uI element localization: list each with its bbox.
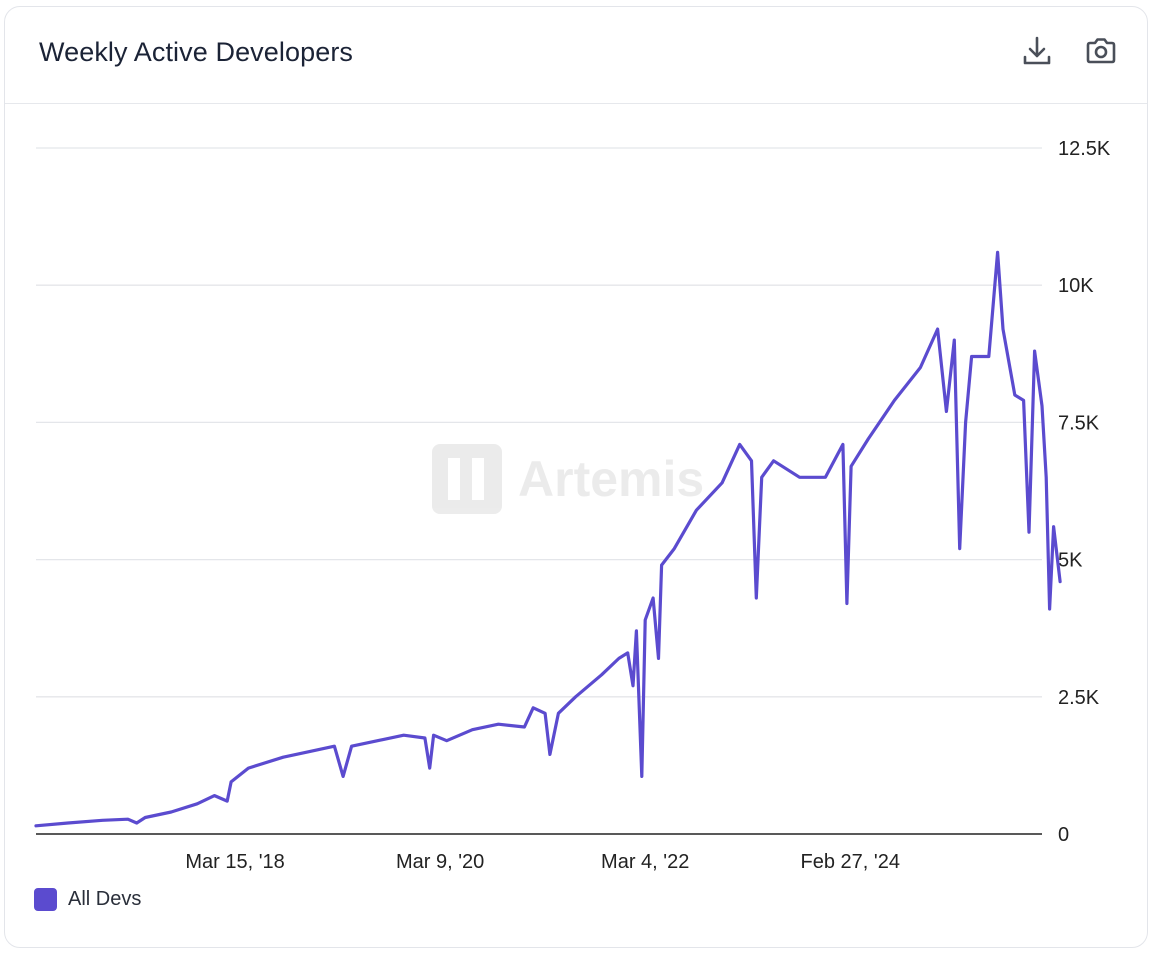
legend-label[interactable]: All Devs <box>68 888 142 910</box>
download-button[interactable] <box>1017 31 1057 71</box>
y-tick-label: 7.5K <box>1058 412 1100 434</box>
camera-icon <box>1086 38 1116 64</box>
download-icon <box>1023 36 1051 65</box>
chart-legend: All Devs <box>34 888 141 911</box>
artemis-logo-icon <box>432 444 502 514</box>
series-line-all-devs <box>34 250 1062 828</box>
x-tick-label: Mar 4, '22 <box>601 851 689 873</box>
x-tick-label: Feb 27, '24 <box>801 851 900 873</box>
y-tick-label: 10K <box>1058 275 1094 297</box>
screenshot-button[interactable] <box>1081 31 1121 71</box>
y-tick-label: 2.5K <box>1058 687 1100 709</box>
y-tick-label: 5K <box>1058 550 1083 572</box>
y-tick-label: 12.5K <box>1058 138 1111 160</box>
legend-swatch <box>34 888 57 911</box>
watermark-text: Artemis <box>518 451 705 507</box>
x-tick-label: Mar 15, '18 <box>185 851 284 873</box>
y-tick-label: 0 <box>1058 824 1069 846</box>
x-tick-label: Mar 9, '20 <box>396 851 484 873</box>
chart-title: Weekly Active Developers <box>39 37 354 67</box>
card-header: Weekly Active Developers <box>5 7 1147 104</box>
watermark: Artemis <box>432 444 704 514</box>
